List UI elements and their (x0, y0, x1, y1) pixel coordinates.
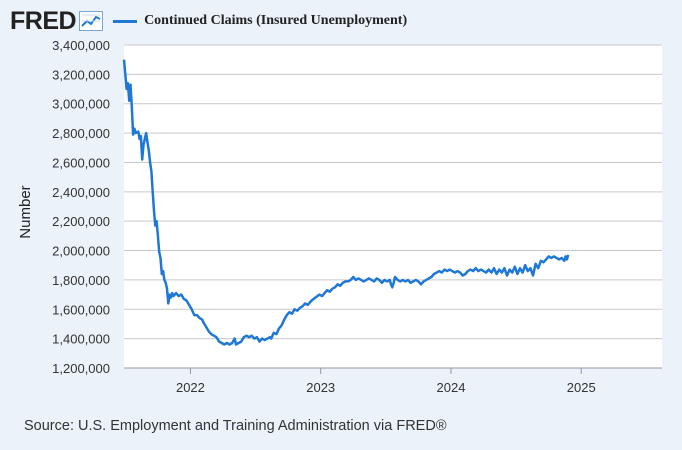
chart-header: FRED Continued Claims (Insured Unemploym… (10, 6, 407, 36)
plot-area (124, 45, 662, 368)
x-tick-label: 2023 (306, 380, 335, 395)
legend-label: Continued Claims (Insured Unemployment) (144, 13, 408, 28)
y-tick-label: 1,400,000 (52, 332, 110, 347)
x-tick-label: 2022 (176, 380, 205, 395)
trend-line-chart-icon (79, 11, 104, 31)
y-tick-label: 2,200,000 (52, 214, 110, 229)
y-tick-label: 2,600,000 (52, 155, 110, 170)
chart-legend: Continued Claims (Insured Unemployment) (113, 13, 407, 29)
axes: 1,200,000 1,400,000 1,600,000 1,800,000 2,00… (52, 38, 662, 395)
fred-logo[interactable]: FRED (10, 6, 77, 35)
y-tick-label: 3,200,000 (52, 67, 110, 82)
series-line-continued-claims[interactable] (122, 59, 570, 346)
y-tick-label: 2,800,000 (52, 126, 110, 141)
y-tick-label: 3,400,000 (52, 38, 110, 53)
legend-line-swatch (113, 19, 138, 23)
x-tick-label: 2025 (567, 380, 596, 395)
x-tick-label: 2024 (437, 380, 466, 395)
y-tick-label: 1,800,000 (52, 273, 110, 288)
y-tick-label: 1,600,000 (52, 302, 110, 317)
series-layer (122, 59, 570, 346)
y-tick-label: 2,000,000 (52, 244, 110, 259)
y-tick-label: 3,000,000 (52, 97, 110, 112)
source-note: Source: U.S. Employment and Training Adm… (24, 418, 447, 434)
y-tick-label: 1,200,000 (52, 361, 110, 376)
y-tick-label: 2,400,000 (52, 185, 110, 200)
y-axis-label: Number (17, 185, 34, 238)
